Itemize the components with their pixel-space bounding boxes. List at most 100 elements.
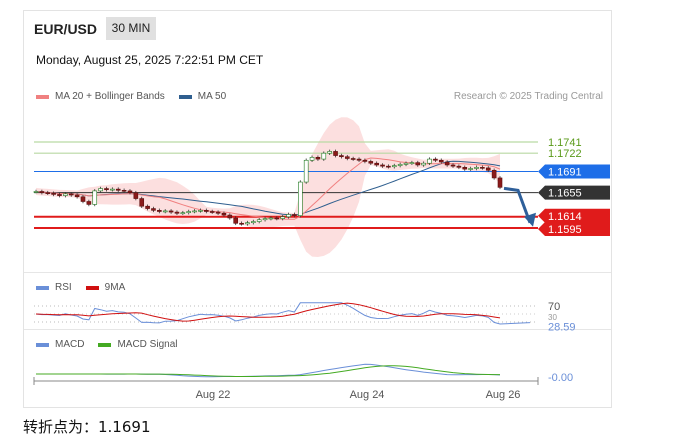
macd-legend: MACD MACD Signal (36, 339, 177, 350)
rsi-legend: RSI 9MA (36, 282, 125, 293)
candle-body-51 (333, 151, 338, 156)
candle-body-1 (39, 191, 45, 193)
candle-body-66 (421, 162, 426, 166)
rsi-ma-swatch (85, 285, 99, 290)
price-level-box-2 (538, 164, 610, 179)
candle-body-47 (309, 157, 315, 161)
macd-signal-swatch (98, 342, 112, 347)
candle-body-64 (409, 162, 415, 164)
candle-body-67 (427, 158, 432, 164)
candle-body-57 (368, 161, 374, 164)
candle-body-30 (209, 211, 215, 213)
candle-body-20 (151, 208, 156, 211)
candle-body-16 (127, 190, 133, 193)
ma50-swatch (178, 94, 192, 99)
candle-body-18 (139, 198, 145, 207)
candle-body-71 (450, 164, 456, 167)
candle-body-23 (168, 210, 174, 213)
candle-body-79 (497, 177, 503, 188)
rsi-level-30: 30 (548, 313, 557, 322)
candle-body-31 (215, 211, 221, 214)
ma50-legend-label: MA 50 (197, 91, 227, 102)
candle-body-25 (180, 212, 186, 214)
candle-body-22 (162, 210, 168, 213)
candle-body-3 (51, 192, 56, 195)
candle-body-21 (157, 210, 162, 212)
candle-body-9 (86, 201, 92, 205)
candle-body-19 (145, 205, 150, 209)
price-level-label-2: 1.1691 (548, 166, 582, 178)
rsi-legend-label: RSI (55, 282, 72, 293)
candle-body-73 (462, 167, 468, 170)
candle-body-29 (204, 210, 209, 212)
symbol-label: EUR/USD (34, 21, 98, 37)
price-legend: MA 20 + Bollinger Bands MA 50 (36, 91, 226, 102)
candle-body-60 (386, 165, 391, 168)
price-level-label-3: 1.1655 (548, 188, 582, 200)
macd-last-value: -0.00 (548, 372, 573, 384)
candle-body-44 (292, 214, 297, 216)
pane-divider-1 (24, 272, 611, 273)
ma20-legend-label: MA 20 + Bollinger Bands (55, 91, 165, 102)
candle-body-11 (98, 188, 103, 192)
x-tick-label-2: Aug 26 (486, 389, 521, 401)
candle-body-54 (350, 158, 356, 160)
forecast-arrow-head (524, 212, 536, 227)
macd-signal-legend-label: MACD Signal (117, 339, 178, 350)
price-level-label-1: 1.1722 (548, 148, 582, 160)
pivot-point-text: 转折点为：1.1691 (23, 418, 151, 436)
candle-body-63 (403, 162, 409, 165)
candle-body-52 (339, 155, 344, 158)
candle-body-62 (397, 164, 403, 166)
rsi-level-70: 70 (548, 301, 560, 313)
candle-body-36 (245, 222, 250, 225)
candle-body-61 (391, 165, 397, 168)
x-tick-label-0: Aug 22 (196, 389, 231, 401)
rsi-ma-line (35, 302, 501, 322)
candle-body-78 (491, 169, 497, 179)
candle-body-50 (327, 151, 332, 154)
candle-body-69 (438, 159, 444, 163)
macd-line (36, 363, 501, 378)
candle-body-10 (92, 190, 98, 205)
price-level-label-0: 1.1741 (548, 137, 582, 149)
macd-swatch (36, 342, 49, 347)
rsi-last-value: 28.59 (548, 322, 576, 334)
candle-body-72 (456, 165, 462, 168)
datetime-label: Monday, August 25, 2025 7:22:51 PM CET (36, 53, 264, 67)
candle-body-15 (121, 190, 127, 192)
candle-body-49 (321, 152, 327, 160)
candle-body-32 (221, 212, 227, 216)
price-level-label-4: 1.1614 (548, 211, 582, 223)
candle-body-39 (262, 218, 268, 221)
macd-legend-label: MACD (55, 339, 85, 350)
timeframe-button[interactable]: 30 MIN (106, 17, 156, 40)
candle-body-24 (174, 211, 180, 214)
candle-body-55 (356, 158, 362, 161)
candle-body-35 (239, 222, 244, 225)
pane-divider-2 (24, 329, 611, 330)
candle-body-28 (198, 210, 203, 212)
candle-body-56 (362, 159, 368, 162)
candle-body-4 (57, 194, 62, 196)
candle-body-77 (485, 167, 491, 171)
candle-body-58 (374, 162, 379, 166)
x-tick-label-1: Aug 24 (350, 389, 385, 401)
candle-body-6 (68, 193, 74, 196)
candle-body-14 (115, 188, 121, 191)
candle-body-41 (274, 217, 280, 220)
candle-body-74 (468, 168, 473, 170)
candle-body-76 (480, 167, 485, 169)
rsi-swatch (36, 285, 49, 290)
chart-card: EUR/USD 30 MIN Monday, August 25, 2025 7… (23, 10, 612, 408)
rsi-line (35, 302, 531, 325)
candle-body-13 (110, 188, 115, 191)
price-level-box-3 (538, 185, 610, 200)
candle-body-33 (227, 214, 233, 219)
candle-body-0 (33, 191, 39, 193)
candle-body-2 (45, 192, 51, 194)
rsi-ma-legend-label: 9MA (104, 282, 126, 293)
candle-body-45 (298, 181, 303, 216)
price-level-box-5 (538, 222, 610, 236)
